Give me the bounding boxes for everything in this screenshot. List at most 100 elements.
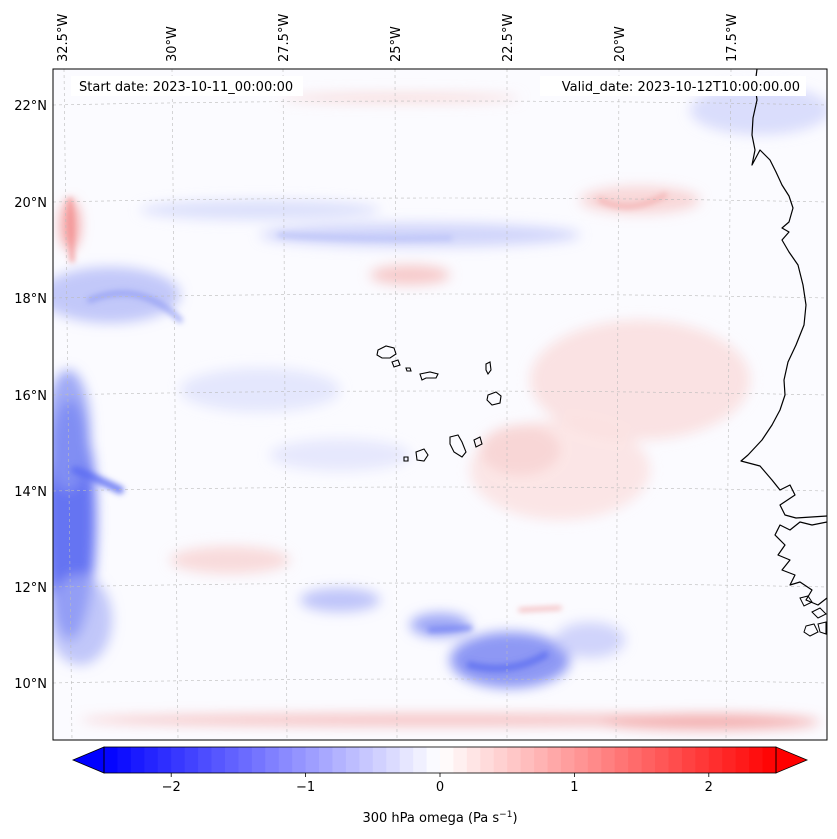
colorbar-step (453, 747, 468, 773)
colorbar-step (292, 747, 307, 773)
lon-label: 32.5°W (56, 14, 71, 62)
omega-neg-south4 (555, 622, 625, 658)
omega-neg-north-band2 (140, 200, 380, 220)
colorbar-step (386, 747, 401, 773)
omega-pos-ne (580, 186, 700, 214)
lat-label: 18°N (14, 292, 47, 307)
colorbar-step (399, 747, 414, 773)
island-santiago (449, 434, 467, 458)
omega-pos-top (280, 93, 520, 103)
lon-label: 17.5°W (725, 14, 740, 62)
lon-label: 22.5°W (501, 14, 516, 62)
lat-label: 20°N (14, 196, 47, 211)
lon-gridlines (63, 69, 732, 740)
omega-neg-upper-right (690, 85, 827, 135)
colorbar-step (722, 747, 737, 773)
lon-label: 30°W (165, 26, 180, 62)
colorbar-step (117, 747, 132, 773)
omega-neg-south3 (300, 588, 380, 612)
colorbar-step (574, 747, 589, 773)
colorbar-tick-label: 0 (436, 780, 444, 795)
colorbar-step (440, 747, 455, 773)
colorbar-step (224, 747, 239, 773)
colorbar-step (319, 747, 334, 773)
colorbar-step (251, 747, 266, 773)
colorbar-step (762, 747, 777, 773)
colorbar-tick-label: −2 (162, 780, 181, 795)
colorbar-step (641, 747, 656, 773)
colorbar-step (130, 747, 145, 773)
lon-labels: 32.5°W 30°W 27.5°W 25°W 22.5°W 20°W 17.5… (56, 14, 740, 62)
island-sal (485, 361, 492, 376)
colorbar-extend-low (71, 746, 105, 774)
colorbar-step (372, 747, 387, 773)
island-santa-luzia (405, 367, 412, 372)
lat-label: 14°N (14, 485, 47, 500)
island-maio (473, 436, 483, 448)
valid-date-text: Valid_date: 2023-10-12T10:00:00.00 (562, 80, 800, 95)
colorbar-step (211, 747, 226, 773)
omega-neg-west-lower (53, 575, 112, 665)
colorbar-step (681, 747, 696, 773)
colorbar-step (601, 747, 616, 773)
omega-neg-north-band (260, 223, 580, 247)
colorbar-step (560, 747, 575, 773)
guinea-bissau-coast (774, 521, 827, 606)
colorbar-step (708, 747, 723, 773)
colorbar-tick-label: 1 (570, 780, 578, 795)
start-date-text: Start date: 2023-10-11_00:00:00 (79, 80, 293, 95)
africa-coastline (740, 69, 827, 519)
island-fogo (415, 448, 429, 462)
colorbar-steps (104, 747, 777, 773)
colorbar-step (493, 747, 508, 773)
colorbar-tick-label: −1 (296, 780, 315, 795)
colorbar: −2 −1 0 1 2 300 hPa omega (Pa s−1) (71, 746, 809, 826)
colorbar-extend-high (775, 746, 809, 774)
colorbar-step (749, 747, 764, 773)
colorbar-step (278, 747, 293, 773)
cape-verde-islands (376, 345, 502, 462)
lat-gridlines (53, 100, 827, 684)
omega-pos-se (600, 714, 820, 730)
lat-label: 12°N (14, 581, 47, 596)
colorbar-step (587, 747, 602, 773)
colorbar-step (547, 747, 562, 773)
bijagos-islands (799, 595, 827, 637)
lon-label: 25°W (389, 26, 404, 62)
colorbar-step (198, 747, 213, 773)
colorbar-step (655, 747, 670, 773)
colorbar-label: 300 hPa omega (Pa s−1) (362, 810, 517, 826)
lat-label: 22°N (14, 99, 47, 114)
island-santo-antao (376, 345, 397, 359)
colorbar-ticks: −2 −1 0 1 2 (162, 773, 713, 795)
colorbar-step (507, 747, 522, 773)
colorbar-step (614, 747, 629, 773)
colorbar-step (104, 747, 119, 773)
plot-area (53, 69, 827, 740)
lat-labels: 22°N 20°N 18°N 16°N 14°N 12°N 10°N (14, 99, 47, 692)
colorbar-step (735, 747, 750, 773)
colorbar-step (480, 747, 495, 773)
colorbar-step (413, 747, 428, 773)
omega-pos-sw (170, 546, 290, 574)
colorbar-tick-label: 2 (705, 780, 713, 795)
omega-pos-mid-center (480, 425, 560, 475)
colorbar-step (332, 747, 347, 773)
colorbar-step (238, 747, 253, 773)
omega-streaks (67, 192, 668, 672)
colorbar-step (426, 747, 441, 773)
lat-label: 10°N (14, 677, 47, 692)
colorbar-step (668, 747, 683, 773)
start-date-box (71, 76, 303, 96)
omega-neg-mid (180, 368, 340, 412)
valid-date-box (540, 76, 806, 96)
omega-neg-west-upper (53, 370, 90, 490)
island-brava (403, 456, 409, 462)
lon-label: 27.5°W (277, 14, 292, 62)
omega-pos-east (530, 320, 750, 440)
lat-label: 16°N (14, 389, 47, 404)
lon-label: 20°W (613, 26, 628, 62)
axes-frame (52, 68, 828, 741)
colorbar-step (144, 747, 159, 773)
colorbar-step (305, 747, 320, 773)
